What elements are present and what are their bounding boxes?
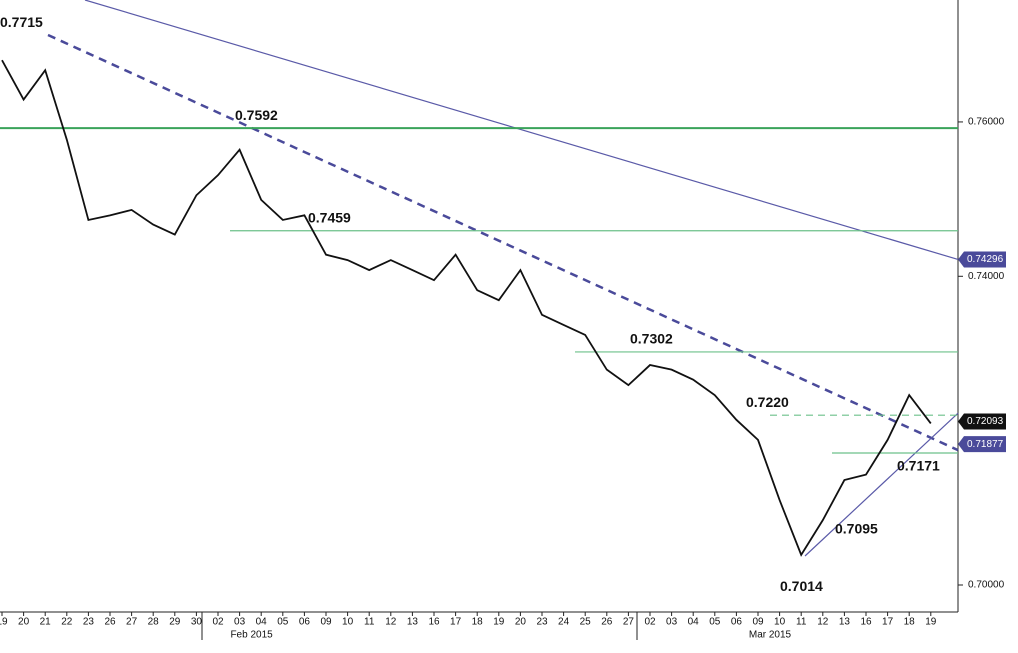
month-label: Mar 2015 [749, 630, 792, 641]
price-tag-label: 0.71877 [967, 439, 1004, 450]
x-tick-label: 17 [450, 617, 462, 628]
price-annotation: 0.7014 [780, 578, 823, 594]
level-label: 0.7220 [746, 394, 789, 410]
x-tick-label: 02 [212, 617, 224, 628]
x-tick-label: 24 [558, 617, 570, 628]
x-tick-label: 16 [860, 617, 872, 628]
support-trendline [804, 412, 959, 557]
price-tag-box [958, 251, 1006, 268]
price-tag-box [958, 436, 1006, 453]
x-tick-label: 02 [644, 617, 656, 628]
x-tick-label: 10 [774, 617, 786, 628]
x-tick-label: 27 [126, 617, 138, 628]
month-label: Feb 2015 [230, 630, 273, 641]
x-tick-label: 05 [277, 617, 289, 628]
price-tag-box [958, 413, 1006, 430]
x-tick-label: 22 [61, 617, 73, 628]
y-tick-label: 0.74000 [968, 271, 1005, 282]
price-annotation: 0.7095 [835, 520, 878, 536]
x-tick-label: 20 [18, 617, 30, 628]
x-tick-label: 27 [623, 617, 635, 628]
x-tick-label: 06 [731, 617, 743, 628]
x-tick-label: 26 [601, 617, 613, 628]
x-tick-label: 13 [839, 617, 851, 628]
dashed-trendline [47, 33, 959, 452]
x-tick-label: 19 [0, 617, 8, 628]
price-tag-label: 0.72093 [967, 416, 1004, 427]
x-tick-label: 19 [493, 617, 505, 628]
x-tick-label: 23 [83, 617, 95, 628]
x-tick-label: 20 [515, 617, 527, 628]
x-tick-label: 12 [385, 617, 397, 628]
y-tick-label: 0.70000 [968, 580, 1005, 591]
x-tick-label: 30 [191, 617, 203, 628]
x-tick-label: 03 [666, 617, 678, 628]
x-tick-label: 04 [256, 617, 268, 628]
x-tick-label: 06 [299, 617, 311, 628]
y-tick-label: 0.76000 [968, 117, 1005, 128]
x-tick-label: 17 [882, 617, 894, 628]
x-tick-label: 28 [148, 617, 160, 628]
x-tick-label: 09 [320, 617, 332, 628]
x-tick-label: 26 [104, 617, 116, 628]
x-tick-label: 03 [234, 617, 246, 628]
x-tick-label: 25 [580, 617, 592, 628]
x-tick-label: 29 [169, 617, 181, 628]
price-line [1, 59, 932, 557]
x-tick-label: 10 [342, 617, 354, 628]
level-label: 0.7171 [897, 458, 940, 474]
x-tick-label: 19 [925, 617, 937, 628]
x-tick-label: 09 [752, 617, 764, 628]
x-tick-label: 13 [407, 617, 419, 628]
level-label: 0.7302 [630, 331, 673, 347]
x-tick-label: 04 [688, 617, 700, 628]
x-tick-label: 11 [364, 617, 375, 628]
resistance-trendline [84, 0, 959, 261]
price-annotation: 0.7715 [0, 14, 43, 30]
price-tag-label: 0.74296 [967, 254, 1004, 265]
x-tick-label: 18 [472, 617, 484, 628]
x-tick-label: 05 [709, 617, 721, 628]
x-tick-label: 18 [904, 617, 916, 628]
x-tick-label: 16 [428, 617, 440, 628]
x-tick-label: 21 [40, 617, 52, 628]
x-tick-label: 11 [796, 617, 807, 628]
x-tick-label: 12 [817, 617, 829, 628]
x-tick-label: 23 [536, 617, 548, 628]
level-label: 0.7459 [308, 209, 351, 225]
level-label: 0.7592 [235, 107, 278, 123]
